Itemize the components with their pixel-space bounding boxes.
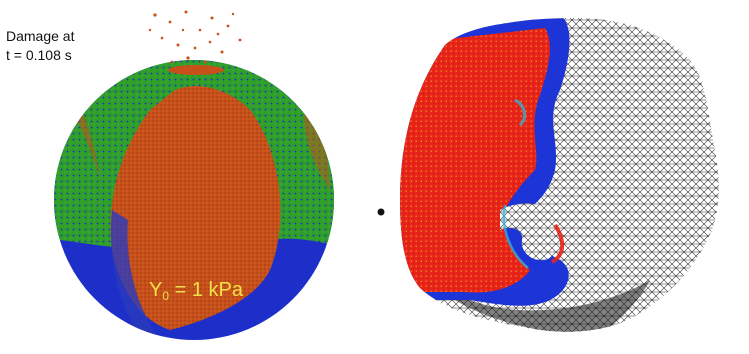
yield-value: = 1 kPa <box>169 279 243 301</box>
yield-subscript: 0 <box>162 289 170 303</box>
damage-label-line-2: t = 0.108 s <box>6 47 72 63</box>
impact-crater-rim <box>168 65 224 75</box>
asteroid-mesh <box>400 18 719 332</box>
fully-damaged-region <box>400 28 550 293</box>
ejecta-particles <box>148 10 242 68</box>
damaged-wedge <box>110 86 281 330</box>
marker-dot <box>377 208 385 216</box>
damage-label-line-1: Damage at <box>6 28 75 44</box>
yield-strength-label: Y0 = 1 kPa <box>149 278 243 308</box>
damage-time-label: Damage at t = 0.108 s <box>6 27 74 65</box>
sph-sphere-render <box>54 10 334 340</box>
yield-symbol: Y <box>149 279 163 301</box>
